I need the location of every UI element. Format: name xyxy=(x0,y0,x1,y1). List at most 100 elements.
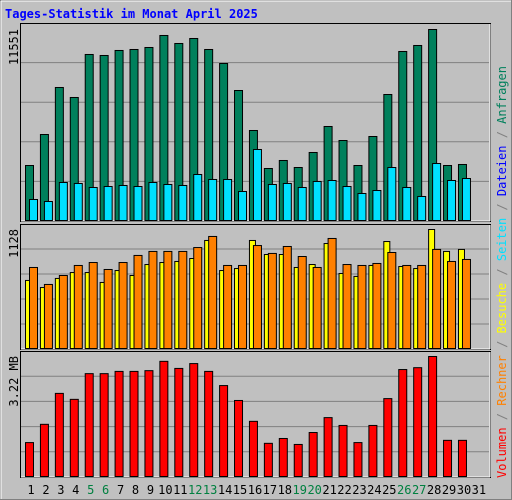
bar xyxy=(267,252,277,349)
x-tick-label: 17 xyxy=(263,483,277,497)
bar xyxy=(238,264,248,350)
bar xyxy=(357,192,367,221)
bar xyxy=(417,264,427,350)
bar xyxy=(248,420,258,478)
bar xyxy=(327,237,337,349)
x-tick-label: 25 xyxy=(382,483,396,497)
x-tick-label: 23 xyxy=(352,483,366,497)
bar xyxy=(208,235,218,349)
x-tick-label: 9 xyxy=(147,483,154,497)
y-tick-label: 1128 xyxy=(7,229,21,258)
x-tick-label: 24 xyxy=(367,483,381,497)
bar xyxy=(133,254,143,350)
bar xyxy=(402,186,412,221)
bar xyxy=(357,264,367,350)
bar xyxy=(204,370,214,477)
bar xyxy=(432,163,442,221)
bar xyxy=(413,367,423,477)
bar xyxy=(312,180,322,221)
bar xyxy=(133,186,143,222)
legend-entry: Anfragen xyxy=(495,66,509,124)
bar xyxy=(39,423,49,477)
bar xyxy=(193,247,203,349)
x-tick-label: 5 xyxy=(87,483,94,497)
bar xyxy=(99,373,109,477)
legend-space xyxy=(495,276,509,283)
bar xyxy=(163,250,173,350)
legend-space xyxy=(495,406,509,413)
bar xyxy=(54,392,64,477)
bar xyxy=(178,250,188,350)
legend-separator: / xyxy=(495,131,509,138)
x-tick-label: 10 xyxy=(158,483,172,497)
x-tick-label: 30 xyxy=(457,483,471,497)
bar xyxy=(193,173,203,221)
x-tick-label: 4 xyxy=(72,483,79,497)
legend-space xyxy=(495,138,509,145)
x-tick-label: 15 xyxy=(233,483,247,497)
x-tick-label: 19 xyxy=(293,483,307,497)
bar xyxy=(413,44,423,221)
legend-separator: / xyxy=(495,341,509,348)
x-tick-label: 21 xyxy=(322,483,336,497)
bar xyxy=(88,262,98,349)
legend-space xyxy=(495,124,509,131)
x-tick-label: 16 xyxy=(248,483,262,497)
bar xyxy=(282,182,292,221)
x-tick-label: 12 xyxy=(188,483,202,497)
x-tick-label: 8 xyxy=(132,483,139,497)
bar xyxy=(387,167,397,221)
bar xyxy=(312,266,322,350)
bar xyxy=(308,432,318,477)
bar xyxy=(73,182,83,221)
bar xyxy=(84,373,94,477)
bar xyxy=(25,442,34,477)
bar xyxy=(58,182,68,221)
legend-entry: Seiten xyxy=(495,218,509,261)
bar xyxy=(387,251,397,349)
bar xyxy=(368,424,378,477)
bar xyxy=(29,199,38,222)
bar xyxy=(372,190,382,222)
bar xyxy=(293,443,303,478)
bar xyxy=(323,417,333,477)
bar xyxy=(327,180,337,221)
bar xyxy=(443,439,453,477)
bar xyxy=(297,186,307,221)
bar xyxy=(118,184,128,221)
bar xyxy=(129,370,139,477)
bar xyxy=(114,370,124,477)
bar xyxy=(461,258,471,350)
x-tick-label: 26 xyxy=(397,483,411,497)
x-tick-label: 18 xyxy=(278,483,292,497)
x-tick-label: 3 xyxy=(57,483,64,497)
bar xyxy=(252,245,262,349)
bar xyxy=(234,399,244,477)
y-tick-label: 3.22 MB xyxy=(7,356,21,407)
bar xyxy=(223,264,233,350)
bar xyxy=(43,283,53,349)
x-tick-label: 13 xyxy=(203,483,217,497)
legend-separator: / xyxy=(495,268,509,275)
x-tick-label: 11 xyxy=(173,483,187,497)
bar xyxy=(398,369,408,478)
bar xyxy=(223,178,233,221)
bar xyxy=(163,184,173,222)
bar xyxy=(189,363,199,478)
bar xyxy=(208,178,218,221)
legend-space xyxy=(495,348,509,355)
legend: Volumen / Rechner / Besuche / Seiten / D… xyxy=(495,66,509,478)
bar xyxy=(58,274,68,350)
bar xyxy=(282,245,292,349)
bar xyxy=(383,398,393,478)
bar xyxy=(118,262,128,349)
bar xyxy=(263,442,273,478)
x-tick-label: 2 xyxy=(42,483,49,497)
legend-space xyxy=(495,333,509,340)
x-tick-label: 20 xyxy=(307,483,321,497)
bar xyxy=(447,260,457,349)
bar xyxy=(103,268,113,349)
x-tick-label: 1 xyxy=(27,483,34,497)
x-tick-label: 7 xyxy=(117,483,124,497)
